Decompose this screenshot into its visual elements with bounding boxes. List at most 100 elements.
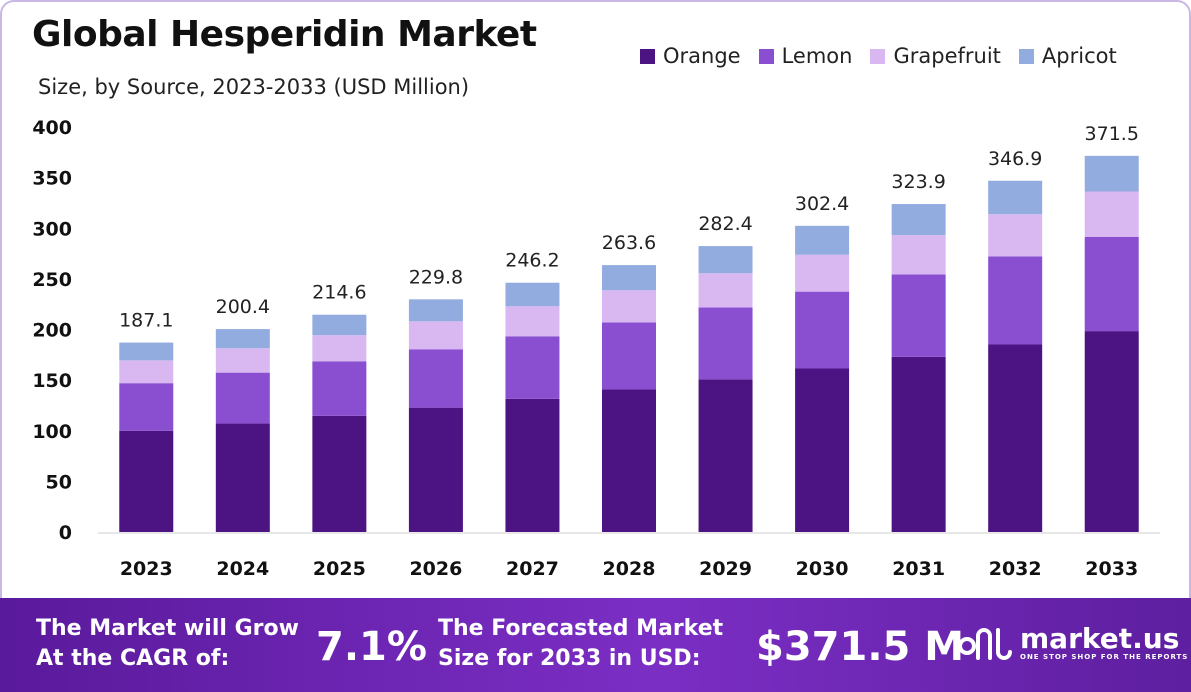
legend-swatch-grapefruit: [870, 48, 886, 64]
legend-swatch-orange: [640, 48, 655, 64]
cagr-label-line1: The Market will Grow: [36, 616, 299, 641]
logo-name: market.us: [1020, 622, 1180, 655]
bar-apricot-2031: [891, 204, 946, 236]
total-label-2027: 246.2: [505, 250, 559, 272]
cagr-label: The Market will Grow At the CAGR of:: [36, 614, 299, 674]
total-label-2033: 371.5: [1085, 123, 1139, 145]
bar-apricot-2024: [215, 329, 270, 349]
x-tick-label-2030: 2030: [796, 558, 849, 580]
y-tick-label-200: 200: [32, 320, 72, 342]
bar-lemon-2031: [891, 274, 946, 357]
bar-grapefruit-2029: [698, 273, 753, 308]
y-tick-label-350: 350: [32, 168, 72, 190]
logo-tagline: ONE STOP SHOP FOR THE REPORTS: [1020, 653, 1189, 661]
x-tick-label-2029: 2029: [699, 558, 752, 580]
y-tick-label-250: 250: [32, 269, 72, 291]
y-tick-label-0: 0: [59, 522, 72, 544]
bar-orange-2024: [215, 423, 270, 532]
forecast-label-line2: Size for 2033 in USD:: [438, 646, 701, 671]
stacked-bar-chart: 0 50 100 150 200 250 300 350 400 187.1 2023 200.4 20…: [32, 117, 1160, 580]
legend-label-apricot: Apricot: [1041, 44, 1117, 68]
legend-item-orange: Orange: [640, 44, 741, 68]
legend-label-orange: Orange: [663, 44, 741, 68]
bar-apricot-2032: [988, 180, 1043, 215]
total-label-2030: 302.4: [795, 193, 849, 215]
bar-orange-2025: [312, 415, 367, 532]
logo-text: market.us ONE STOP SHOP FOR THE REPORTS: [1020, 622, 1189, 662]
bar-orange-2029: [698, 379, 753, 532]
y-tick-label-400: 400: [32, 117, 72, 139]
bar-lemon-2027: [505, 336, 560, 399]
bar-lemon-2030: [795, 291, 850, 369]
bar-lemon-2023: [119, 383, 174, 431]
bar-apricot-2030: [795, 225, 850, 255]
legend-label-lemon: Lemon: [781, 44, 853, 68]
bar-lemon-2024: [215, 372, 270, 424]
legend: Orange Lemon Grapefruit Apricot: [640, 44, 1117, 68]
x-tick-label-2024: 2024: [216, 558, 269, 580]
bar-apricot-2033: [1084, 155, 1139, 192]
bar-lemon-2032: [988, 256, 1043, 345]
bar-apricot-2027: [505, 282, 560, 307]
legend-item-grapefruit: Grapefruit: [870, 44, 1001, 68]
bar-lemon-2029: [698, 307, 753, 380]
bar-orange-2030: [795, 368, 850, 532]
bar-grapefruit-2033: [1084, 191, 1139, 237]
bar-orange-2032: [988, 344, 1043, 532]
y-tick-label-50: 50: [46, 471, 72, 493]
bar-grapefruit-2027: [505, 306, 560, 337]
x-tick-label-2031: 2031: [892, 558, 945, 580]
x-tick-label-2033: 2033: [1085, 558, 1138, 580]
bar-grapefruit-2028: [602, 290, 656, 323]
total-label-2023: 187.1: [119, 310, 173, 332]
bar-apricot-2025: [312, 314, 367, 336]
total-label-2029: 282.4: [698, 213, 752, 235]
bar-apricot-2026: [408, 299, 463, 322]
bar-apricot-2023: [119, 342, 174, 361]
bar-orange-2026: [408, 407, 463, 532]
y-tick-label-150: 150: [32, 370, 72, 392]
bar-grapefruit-2031: [891, 235, 946, 275]
bar-orange-2028: [602, 389, 656, 532]
bar-grapefruit-2026: [408, 321, 463, 350]
market-us-logo: market.us ONE STOP SHOP FOR THE REPORTS: [958, 624, 1188, 662]
market-us-logo-icon: [958, 628, 1012, 660]
total-label-2026: 229.8: [409, 266, 463, 288]
y-tick-label-100: 100: [32, 421, 72, 443]
bar-apricot-2029: [698, 246, 753, 274]
x-tick-label-2028: 2028: [603, 558, 656, 580]
total-label-2031: 323.9: [891, 171, 945, 193]
cagr-label-line2: At the CAGR of:: [36, 646, 230, 671]
legend-item-lemon: Lemon: [758, 44, 853, 68]
bar-apricot-2028: [602, 265, 656, 291]
x-tick-label-2026: 2026: [409, 558, 462, 580]
bar-lemon-2026: [408, 349, 463, 408]
bar-grapefruit-2023: [119, 360, 174, 384]
bar-orange-2023: [119, 430, 174, 532]
x-tick-label-2027: 2027: [506, 558, 559, 580]
total-label-2032: 346.9: [988, 148, 1042, 170]
bar-grapefruit-2032: [988, 214, 1043, 257]
total-label-2024: 200.4: [216, 296, 270, 318]
chart-title: Global Hesperidin Market: [32, 14, 537, 55]
forecast-label: The Forecasted Market Size for 2033 in U…: [438, 614, 723, 674]
total-label-2028: 263.6: [602, 232, 656, 254]
footer-banner: [0, 598, 1191, 692]
total-label-2025: 214.6: [312, 282, 366, 304]
x-tick-label-2023: 2023: [120, 558, 173, 580]
bar-grapefruit-2025: [312, 335, 367, 362]
chart-subtitle: Size, by Source, 2023-2033 (USD Million): [38, 75, 470, 99]
bar-lemon-2028: [602, 322, 656, 390]
bar-orange-2033: [1084, 331, 1139, 532]
legend-swatch-lemon: [758, 48, 774, 64]
x-tick-label-2025: 2025: [313, 558, 366, 580]
x-tick-label-2032: 2032: [989, 558, 1042, 580]
forecast-label-line1: The Forecasted Market: [438, 616, 724, 641]
cagr-value: 7.1%: [316, 624, 427, 670]
bar-lemon-2025: [312, 361, 367, 416]
bar-orange-2027: [505, 398, 560, 532]
bar-grapefruit-2024: [215, 348, 270, 373]
legend-label-grapefruit: Grapefruit: [893, 44, 1001, 68]
forecast-value: $371.5 M: [756, 624, 965, 670]
legend-swatch-apricot: [1018, 48, 1034, 64]
